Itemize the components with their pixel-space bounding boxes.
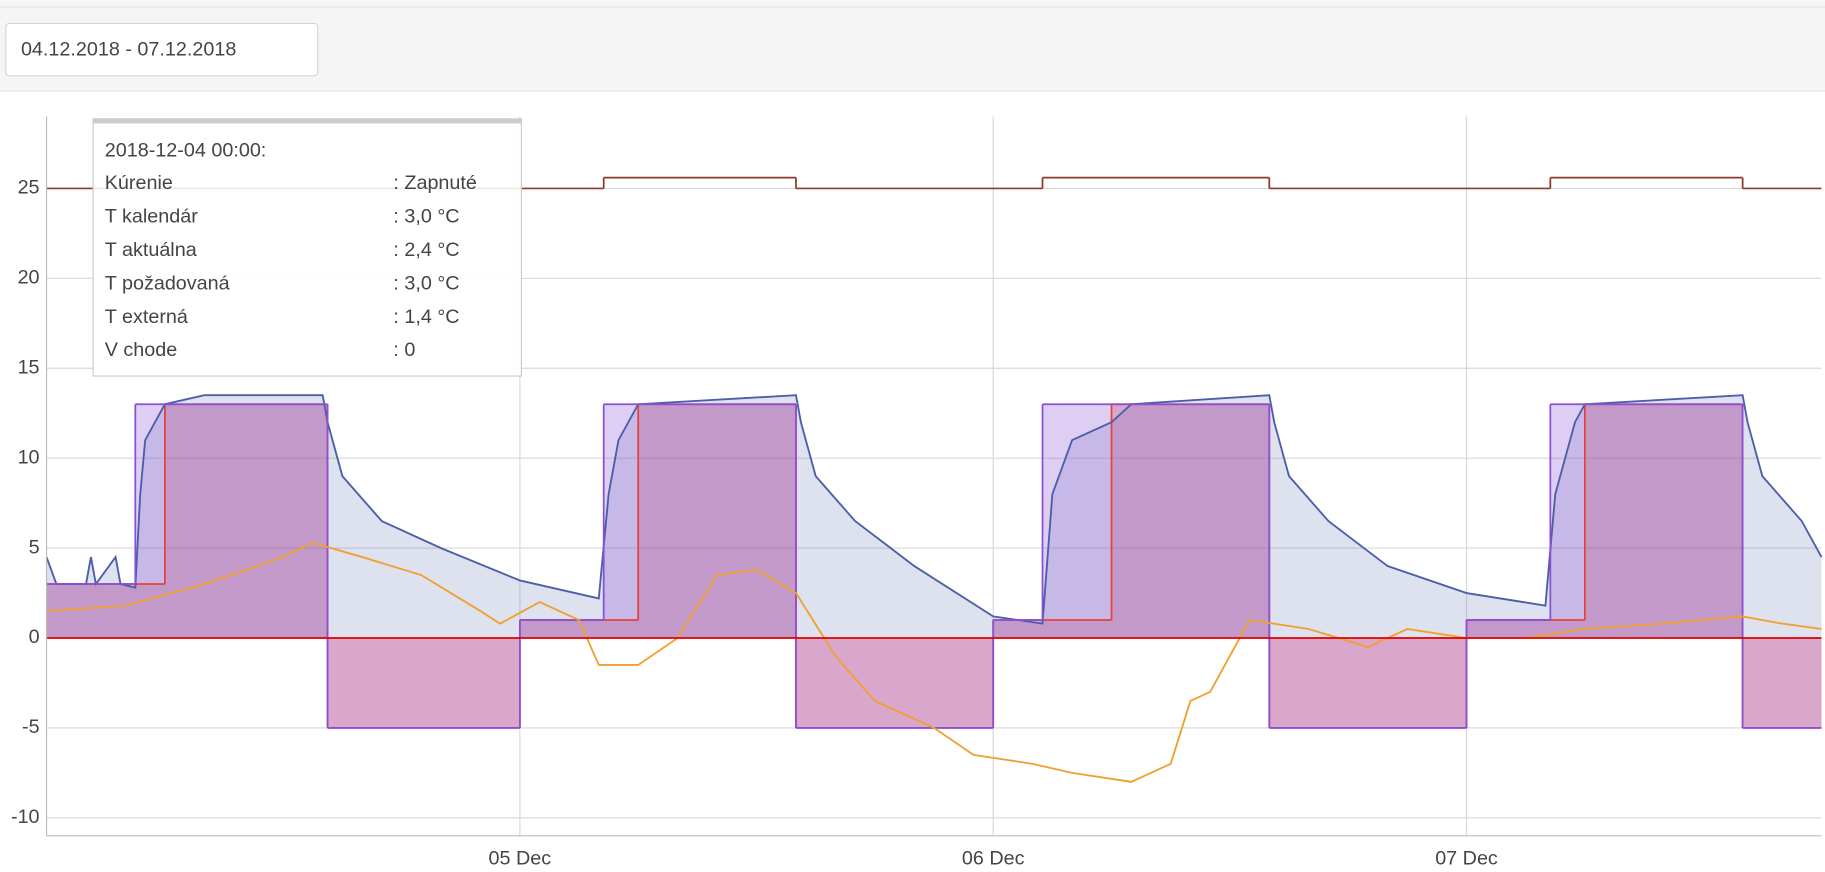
step-area bbox=[1269, 637, 1467, 728]
step-area bbox=[1466, 620, 1551, 638]
x-tick-label: 06 Dec bbox=[962, 847, 1025, 869]
areas bbox=[46, 395, 1822, 728]
step-area bbox=[638, 404, 796, 638]
y-tick-label: 15 bbox=[18, 356, 40, 378]
y-tick-label: -5 bbox=[22, 716, 40, 738]
tooltip-value: : 2,4 °C bbox=[393, 239, 459, 261]
tooltip-value: : 3,0 °C bbox=[393, 272, 459, 294]
tooltip-value: : Zapnuté bbox=[393, 172, 477, 194]
date-range-text: 04.12.2018 - 07.12.2018 bbox=[21, 38, 236, 60]
tooltip-value: : 1,4 °C bbox=[393, 306, 459, 328]
step-area bbox=[993, 620, 1112, 638]
step-area bbox=[327, 637, 520, 728]
tooltip-series-name: V chode bbox=[105, 339, 178, 361]
step-area bbox=[1550, 404, 1743, 638]
tooltip-value: : 0 bbox=[393, 339, 415, 361]
step-area bbox=[135, 404, 328, 638]
step-area bbox=[164, 404, 328, 638]
tooltip-title: 2018-12-04 00:00: bbox=[105, 140, 267, 162]
step-area bbox=[1742, 637, 1822, 728]
tooltip-series-name: T aktuálna bbox=[105, 239, 197, 261]
series-line bbox=[45, 394, 1823, 625]
step-area bbox=[1584, 404, 1743, 638]
tooltip-series-name: Kúrenie bbox=[105, 172, 173, 194]
y-tick-label: 20 bbox=[18, 267, 40, 289]
series-line bbox=[46, 541, 1822, 783]
step-area bbox=[1111, 404, 1270, 638]
step-area bbox=[519, 620, 639, 638]
date-range-input[interactable] bbox=[5, 22, 319, 77]
x-tick-label: 07 Dec bbox=[1435, 847, 1498, 869]
lines bbox=[45, 176, 1823, 783]
step-area bbox=[46, 584, 136, 638]
tooltip: 2018-12-04 00:00: Kúrenie : Zapnuté T kalen… bbox=[92, 118, 523, 377]
tooltip-series-name: T externá bbox=[105, 306, 188, 328]
tooltip-series-name: T kalendár bbox=[105, 206, 198, 228]
tooltip-series-name: T požadovaná bbox=[105, 272, 230, 294]
series-area bbox=[46, 395, 1822, 638]
step-area bbox=[795, 637, 994, 728]
step-area bbox=[519, 620, 604, 638]
tooltip-top-bar bbox=[93, 118, 522, 124]
y-tick-label: 0 bbox=[29, 626, 40, 648]
y-tick-label: 5 bbox=[29, 536, 40, 558]
step-area bbox=[1269, 637, 1467, 728]
y-tick-label: 25 bbox=[18, 177, 40, 199]
tooltip-box bbox=[92, 118, 523, 377]
step-area bbox=[795, 637, 994, 728]
y-tick-label: 10 bbox=[18, 446, 40, 468]
tooltip-value: : 3,0 °C bbox=[393, 206, 459, 228]
step-area bbox=[1742, 637, 1822, 728]
step-area bbox=[603, 404, 796, 638]
x-tick-label: 05 Dec bbox=[489, 847, 552, 869]
y-tick-label: -10 bbox=[11, 806, 40, 828]
step-area bbox=[1042, 404, 1270, 638]
axes: -10 -5 0 5 10 15 20 25 05 Dec 06 Dec 07 Dec bbox=[11, 116, 1822, 869]
step-area bbox=[46, 584, 165, 638]
step-area bbox=[327, 637, 520, 728]
step-area bbox=[993, 620, 1043, 638]
